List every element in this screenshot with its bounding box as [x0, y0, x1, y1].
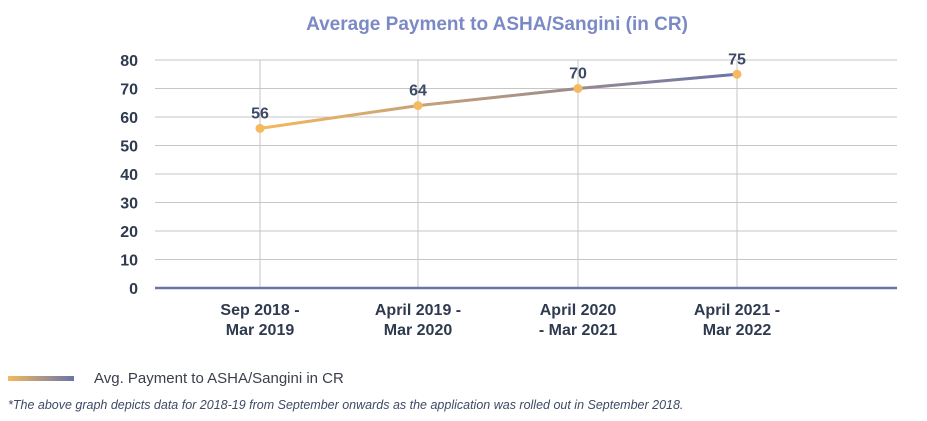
footnote: *The above graph depicts data for 2018-1…: [8, 398, 684, 412]
y-tick-label: 70: [120, 82, 138, 99]
data-point: [255, 123, 265, 133]
series-line-path: [258, 72, 739, 130]
data-point: [413, 101, 423, 111]
y-tick-label: 10: [120, 253, 138, 270]
grid-lines: [155, 59, 897, 290]
x-tick-label: April 2021 - Mar 2022: [694, 302, 780, 339]
y-tick-label: 80: [120, 53, 138, 70]
y-tick-label: 30: [120, 196, 138, 213]
data-label: 75: [728, 51, 746, 68]
x-tick-label: April 2020 - Mar 2021: [539, 302, 617, 339]
y-axis-ticks: 0 10 20 30 40 50 60 70 80: [120, 53, 138, 298]
x-tick-label-line: April 2021 -: [694, 302, 780, 319]
legend-label: Avg. Payment to ASHA/Sangini in CR: [94, 370, 344, 387]
x-tick-label-line: Sep 2018 -: [220, 302, 299, 319]
data-label: 64: [409, 83, 427, 100]
series-points: [255, 69, 742, 133]
x-tick-label-line: Mar 2019: [226, 322, 295, 339]
data-point: [573, 84, 583, 93]
x-tick-label-line: Mar 2022: [703, 322, 772, 339]
y-tick-label: 0: [129, 281, 138, 298]
legend-swatch: [8, 376, 74, 381]
x-tick-label: Sep 2018 - Mar 2019: [220, 302, 299, 339]
data-labels: 56 64 70 75: [251, 51, 746, 122]
data-label: 70: [569, 66, 587, 83]
data-point: [732, 69, 742, 79]
data-label: 56: [251, 105, 269, 122]
x-tick-label-line: - Mar 2021: [539, 322, 617, 339]
x-tick-label-line: April 2019 -: [375, 302, 461, 319]
y-tick-label: 60: [120, 110, 138, 127]
y-tick-label: 50: [120, 139, 138, 156]
y-tick-label: 40: [120, 167, 138, 184]
y-tick-label: 20: [120, 224, 138, 241]
chart-title: Average Payment to ASHA/Sangini (in CR): [306, 14, 688, 35]
x-tick-label-line: Mar 2020: [384, 322, 453, 339]
series-line: [258, 72, 739, 130]
x-tick-label-line: April 2020: [540, 302, 617, 319]
x-tick-label: April 2019 - Mar 2020: [375, 302, 461, 339]
legend: Avg. Payment to ASHA/Sangini in CR: [8, 370, 344, 387]
